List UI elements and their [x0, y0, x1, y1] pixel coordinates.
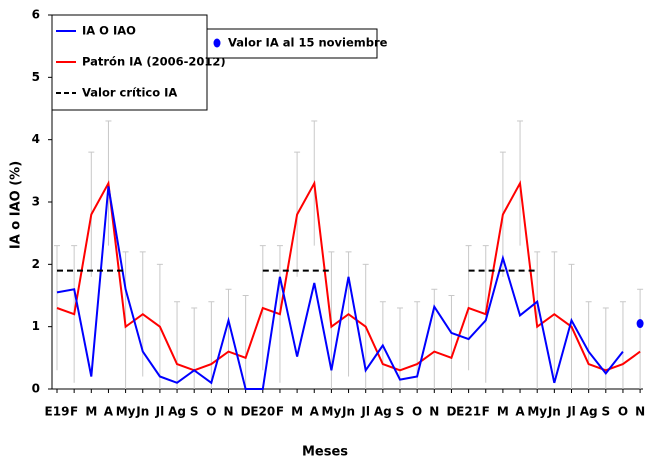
x-tick-label: My	[322, 405, 342, 419]
x-tick-label: M	[291, 405, 303, 419]
x-tick-label: O	[618, 405, 628, 419]
marker	[636, 319, 644, 329]
x-tick-label: Jn	[547, 405, 561, 419]
x-tick-label: N	[635, 405, 645, 419]
legend-label: Valor crítico IA	[82, 86, 177, 100]
y-axis-label: IA o IAO (%)	[9, 161, 24, 249]
x-tick-label: M	[497, 405, 509, 419]
x-tick-label: F	[70, 405, 78, 419]
x-tick-label: My	[116, 405, 136, 419]
y-tick-label: 5	[32, 70, 40, 84]
x-axis-label: Meses	[302, 445, 348, 460]
legend: IA O IAO Patrón IA (2006-2012) Valor críti…	[51, 14, 226, 111]
x-tick-label: E21	[456, 405, 481, 419]
legend-label: IA O IAO	[82, 24, 136, 38]
x-tick-label: A	[104, 405, 114, 419]
legend-marker	[213, 38, 221, 48]
x-tick-label: Jn	[135, 405, 149, 419]
y-tick-label: 1	[32, 319, 40, 333]
series-line	[56, 180, 641, 372]
x-tick-label: S	[190, 405, 199, 419]
x-tick-label: Ag	[168, 405, 186, 419]
y-tick-label: 2	[32, 257, 40, 271]
x-tick-label: My	[527, 405, 547, 419]
y-tick-label: 3	[32, 195, 40, 209]
x-tick-label: S	[601, 405, 610, 419]
x-tick-label: Ag	[580, 405, 598, 419]
x-tick-label: Jl	[360, 405, 370, 419]
x-tick-label: A	[515, 405, 525, 419]
y-tick-label: 0	[32, 382, 40, 396]
series-line	[56, 186, 624, 390]
x-tick-label: D	[241, 405, 251, 419]
legend-box	[206, 28, 378, 59]
x-tick-label: S	[396, 405, 405, 419]
y-tick-label: 4	[32, 132, 40, 146]
x-tick-label: M	[85, 405, 97, 419]
x-tick-label: D	[446, 405, 456, 419]
x-tick-label: Jl	[155, 405, 165, 419]
x-tick-label: O	[206, 405, 216, 419]
x-tick-label: Ag	[374, 405, 392, 419]
y-tick-label: 6	[32, 8, 40, 22]
x-tick-label: F	[276, 405, 284, 419]
legend-label: Patrón IA (2006-2012)	[82, 55, 226, 69]
x-tick-label: E19	[45, 405, 70, 419]
x-tick-label: E20	[250, 405, 275, 419]
x-tick-label: Jl	[566, 405, 576, 419]
x-tick-label: O	[412, 405, 422, 419]
x-tick-label: A	[310, 405, 320, 419]
x-tick-label: N	[429, 405, 439, 419]
legend: Valor IA al 15 noviembre	[206, 28, 388, 59]
x-tick-label: Jn	[341, 405, 355, 419]
x-tick-label: N	[223, 405, 233, 419]
legend-label: Valor IA al 15 noviembre	[228, 36, 388, 50]
x-tick-label: F	[482, 405, 490, 419]
legend-box	[51, 14, 208, 111]
